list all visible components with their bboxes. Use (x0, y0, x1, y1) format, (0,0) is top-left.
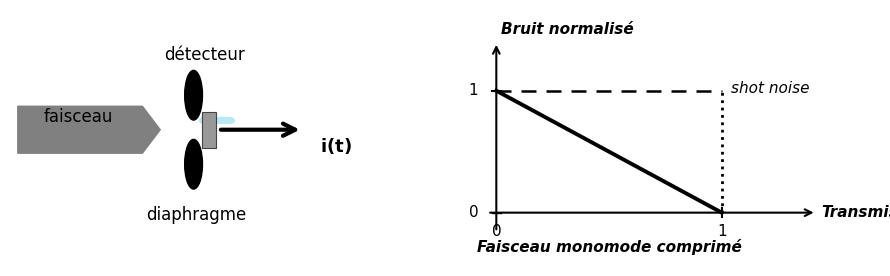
Text: shot noise: shot noise (731, 81, 809, 96)
Text: Faisceau monomode comprimé: Faisceau monomode comprimé (477, 240, 741, 256)
Text: 1: 1 (469, 83, 478, 98)
Text: 1: 1 (717, 224, 726, 239)
Text: détecteur: détecteur (165, 46, 245, 64)
Text: faisceau: faisceau (44, 108, 112, 126)
Ellipse shape (185, 139, 203, 189)
Text: $\bf{i(t)}$: $\bf{i(t)}$ (320, 136, 352, 156)
Text: diaphragme: diaphragme (146, 206, 246, 224)
Ellipse shape (185, 70, 203, 120)
Text: 0: 0 (469, 205, 478, 220)
Text: Transmission: Transmission (821, 205, 890, 220)
FancyArrow shape (18, 106, 160, 153)
Text: 0: 0 (491, 224, 501, 239)
Text: Bruit normalisé: Bruit normalisé (501, 22, 634, 37)
Bar (203, 112, 216, 148)
